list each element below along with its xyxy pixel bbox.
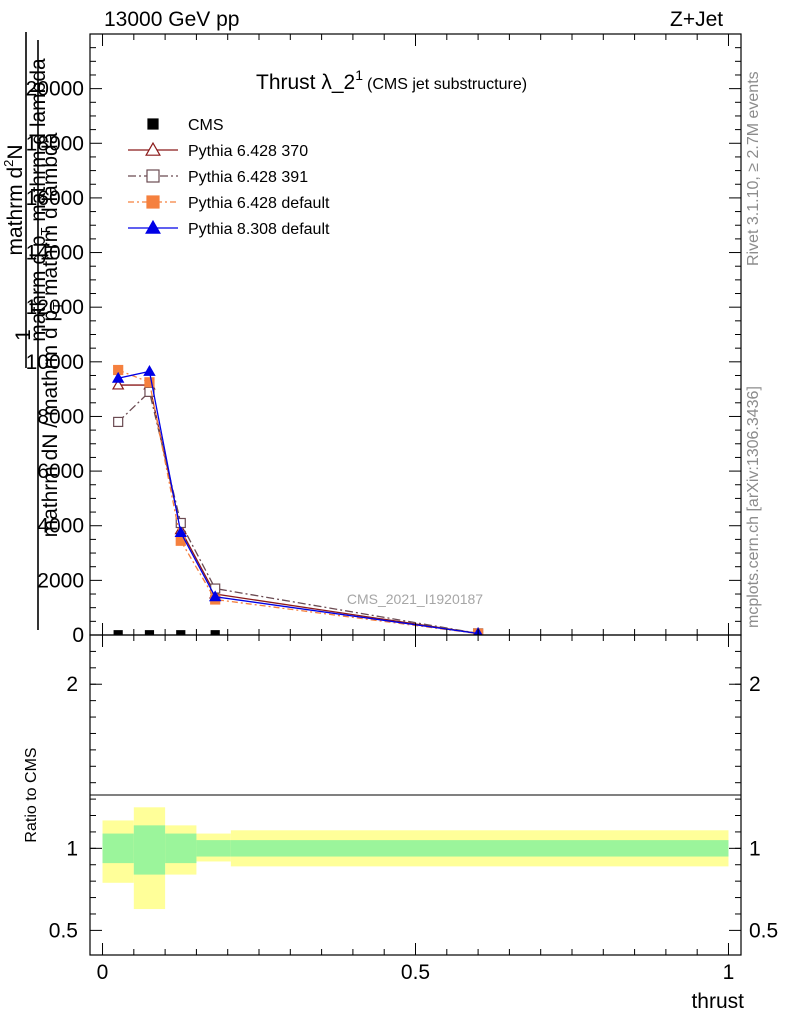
main-ytick-label-2: 4000	[37, 515, 84, 538]
main-ylabel: 1 mathrm dN / mathrm d pT mathrm d lambd…	[12, 40, 65, 630]
series-3-point-1	[144, 377, 155, 388]
main-ytick-label-3: 6000	[37, 460, 84, 483]
xtick-label-2: 1	[723, 961, 735, 984]
main-ytick-label-0: 0	[72, 624, 84, 647]
legend-label-1: Pythia 6.428 370	[188, 143, 308, 160]
legend-marker-3	[146, 195, 160, 209]
ratio-bands	[102, 807, 729, 910]
legend-marker-1	[145, 141, 161, 156]
ylabel-upper-numerator: mathrm d2N	[1, 144, 27, 255]
header-process: Z+Jet	[670, 8, 724, 31]
main-ytick-label-7: 14000	[26, 242, 84, 265]
ratio-band-inner-4	[230, 840, 729, 857]
legend-marker-4	[145, 219, 161, 234]
legend-label-0: CMS	[188, 117, 224, 134]
ylabel-numerator: 1	[12, 329, 35, 341]
main-ytick-label-1: 2000	[37, 569, 84, 592]
analysis-watermark: CMS_2021_I1920187	[347, 591, 483, 607]
ratio-ytick-label-1: 1	[66, 837, 78, 860]
xtick-label-0: 0	[97, 961, 109, 984]
series-4-point-1	[143, 364, 156, 376]
main-ytick-label-4: 8000	[37, 405, 84, 428]
ratio-ytick-label-2: 2	[66, 673, 78, 696]
ratio-band-inner-1	[133, 825, 166, 875]
legend-label-2: Pythia 6.428 391	[188, 169, 308, 186]
main-ytick-label-8: 16000	[26, 187, 84, 210]
main-ytick-label-9: 18000	[26, 132, 84, 155]
main-ytick-label-6: 12000	[26, 296, 84, 319]
ratio-band-inner-0	[102, 833, 134, 864]
ratio-band-inner-3	[196, 840, 231, 857]
ratio-ytick-label-0: 0.5	[49, 919, 78, 942]
main-ylabel-upper: mathrm d2N mathrm d pT mathrm d lambda	[1, 32, 53, 368]
xtick-label-1: 0.5	[401, 961, 430, 984]
xlabel: thrust	[691, 990, 744, 1013]
ylabel-denominator: mathrm dN / mathrm d pT mathrm d lambda	[39, 132, 65, 537]
legend: CMS Pythia 6.428 370 Pythia 6.428 391 Pythi…	[128, 117, 330, 238]
series-4-point-0	[111, 371, 125, 383]
series-1-point-0	[111, 378, 125, 390]
ratio-ytick-label-right-0: 0.5	[749, 919, 778, 942]
header-energy: 13000 GeV pp	[104, 8, 240, 31]
series-2-point-0	[113, 416, 124, 428]
axis-ticks: 0 2000 4000 6000 8000 10000 12000 14000 16000 180…	[26, 34, 778, 984]
series-4-point-3	[208, 590, 222, 602]
legend-marker-0	[147, 118, 159, 130]
series-line-3	[117, 369, 479, 635]
ratio-band-inner-2	[165, 833, 197, 864]
ylabel-upper-denominator: mathrm d pT mathrm d lambda	[27, 58, 53, 342]
main-ytick-label-5: 10000	[26, 351, 84, 374]
main-ytick-label-10: 20000	[26, 78, 84, 101]
legend-label-4: Pythia 8.308 default	[188, 221, 330, 238]
legend-label-3: Pythia 6.428 default	[188, 195, 330, 212]
ratio-ylabel: Ratio to CMS	[23, 747, 40, 842]
series-4-point-2	[174, 526, 187, 538]
ratio-ytick-label-right-1: 1	[749, 837, 761, 860]
legend-marker-2	[146, 169, 160, 183]
ratio-ytick-label-right-2: 2	[749, 673, 761, 696]
chart-title: Thrust λ_21(CMS jet substructure)	[256, 67, 527, 94]
